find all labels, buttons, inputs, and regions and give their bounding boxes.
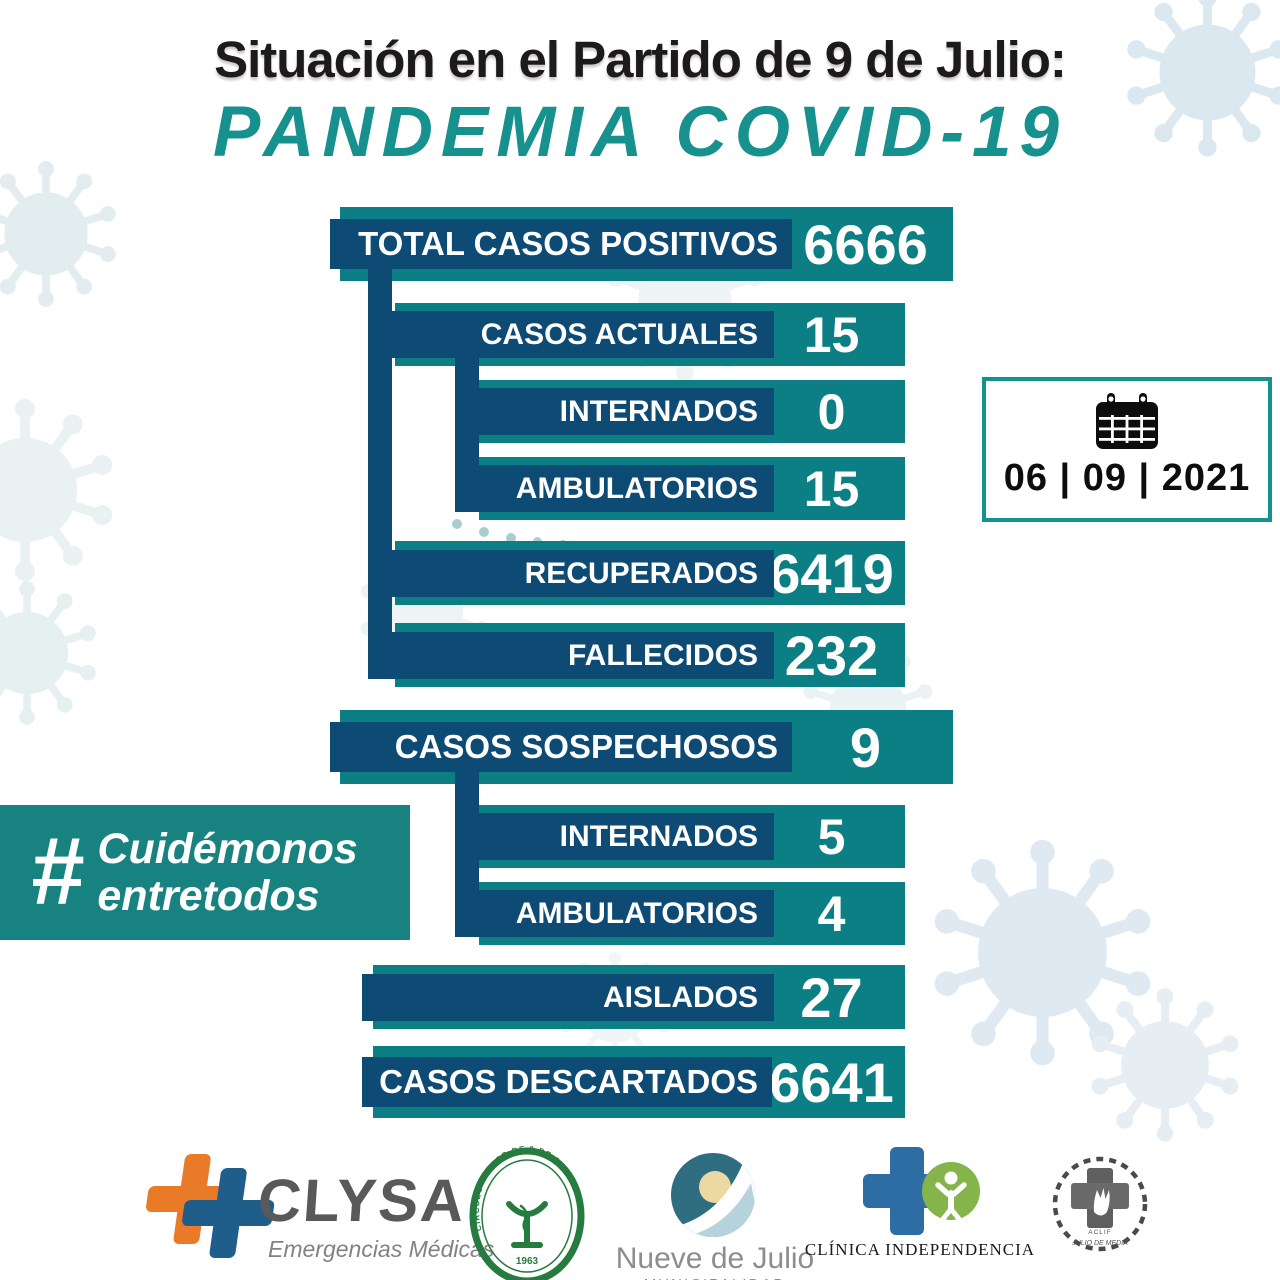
- clysa-logo-text: CLYSA: [255, 1167, 469, 1234]
- stat-value-casos-actuales: 15: [803, 306, 860, 363]
- date-box: 06 | 09 | 2021: [982, 377, 1272, 522]
- stat-value-recuperados: 6419: [769, 541, 894, 605]
- virus-watermark-icon: [0, 578, 102, 728]
- stamp-line1: ACLIF: [1088, 1229, 1111, 1236]
- stat-value-ambulatorios-sospechosos: 4: [817, 885, 846, 942]
- stat-label-total: TOTAL CASOS POSITIVOS: [330, 219, 792, 269]
- stat-label-casos-actuales: CASOS ACTUALES: [368, 311, 774, 358]
- page-title: Situación en el Partido de 9 de Julio:: [214, 31, 1067, 88]
- molecule-dot: [506, 533, 516, 543]
- hashtag-symbol: #: [30, 818, 84, 926]
- virus-watermark-icon: [1085, 985, 1245, 1145]
- stat-label-ambulatorios: AMBULATORIOS: [455, 465, 774, 512]
- circulo-medico-emblem: CIRCULO MEDICO DE 9 DE JULIO 1963: [469, 1146, 585, 1280]
- virus-watermark-icon: [0, 158, 122, 310]
- virus-watermark-icon: [0, 395, 120, 585]
- municipalidad-name: Nueve de Julio: [615, 1242, 815, 1275]
- stamp-line2: JULIO DE MEDIA: [1071, 1240, 1128, 1247]
- stat-label-fallecidos: FALLECIDOS: [368, 632, 774, 679]
- clinica-cross-icon: [863, 1147, 980, 1235]
- molecule-dot: [452, 519, 462, 529]
- circulo-medico-year: 1963: [516, 1256, 539, 1267]
- calendar-icon: [1096, 393, 1158, 449]
- stat-value-internados: 0: [817, 383, 846, 440]
- clysa-cross-icon: [146, 1154, 275, 1258]
- stat-value-sospechosos: 9: [849, 715, 882, 779]
- municipalidad-subtitle: MUNICIPALIDAD: [590, 1276, 840, 1280]
- stat-value-aislados: 27: [800, 965, 863, 1029]
- municipalidad-emblem: [671, 1153, 755, 1237]
- stat-value-total: 6666: [803, 212, 928, 276]
- hashtag-banner: # Cuidémonos entretodos: [0, 805, 410, 940]
- stat-label-aislados: AISLADOS: [362, 974, 774, 1021]
- clysa-tagline: Emergencias Médicas: [268, 1236, 495, 1262]
- clinica-independencia-name: CLÍNICA INDEPENDENCIA: [804, 1240, 1036, 1259]
- stat-value-ambulatorios: 15: [803, 460, 860, 517]
- stamp-emblem: ACLIF JULIO DE MEDIA: [1052, 1156, 1148, 1252]
- stat-value-fallecidos: 232: [784, 623, 879, 687]
- stat-label-internados: INTERNADOS: [455, 388, 774, 435]
- molecule-dot: [479, 527, 489, 537]
- stat-label-recuperados: RECUPERADOS: [368, 550, 774, 597]
- hashtag-line1: Cuidémonos: [97, 825, 358, 874]
- stat-value-descartados: 6641: [769, 1050, 894, 1114]
- stat-label-ambulatorios-sospechosos: AMBULATORIOS: [455, 890, 774, 937]
- report-date: 06 | 09 | 2021: [1003, 457, 1251, 499]
- stat-label-descartados: CASOS DESCARTADOS: [362, 1057, 772, 1107]
- page-subtitle: PANDEMIA COVID-19: [213, 93, 1067, 172]
- stat-label-sospechosos: CASOS SOSPECHOSOS: [330, 722, 792, 772]
- stat-value-internados-sospechosos: 5: [817, 808, 846, 865]
- stat-label-internados-sospechosos: INTERNADOS: [455, 813, 774, 860]
- hashtag-line2: entretodos: [97, 871, 320, 920]
